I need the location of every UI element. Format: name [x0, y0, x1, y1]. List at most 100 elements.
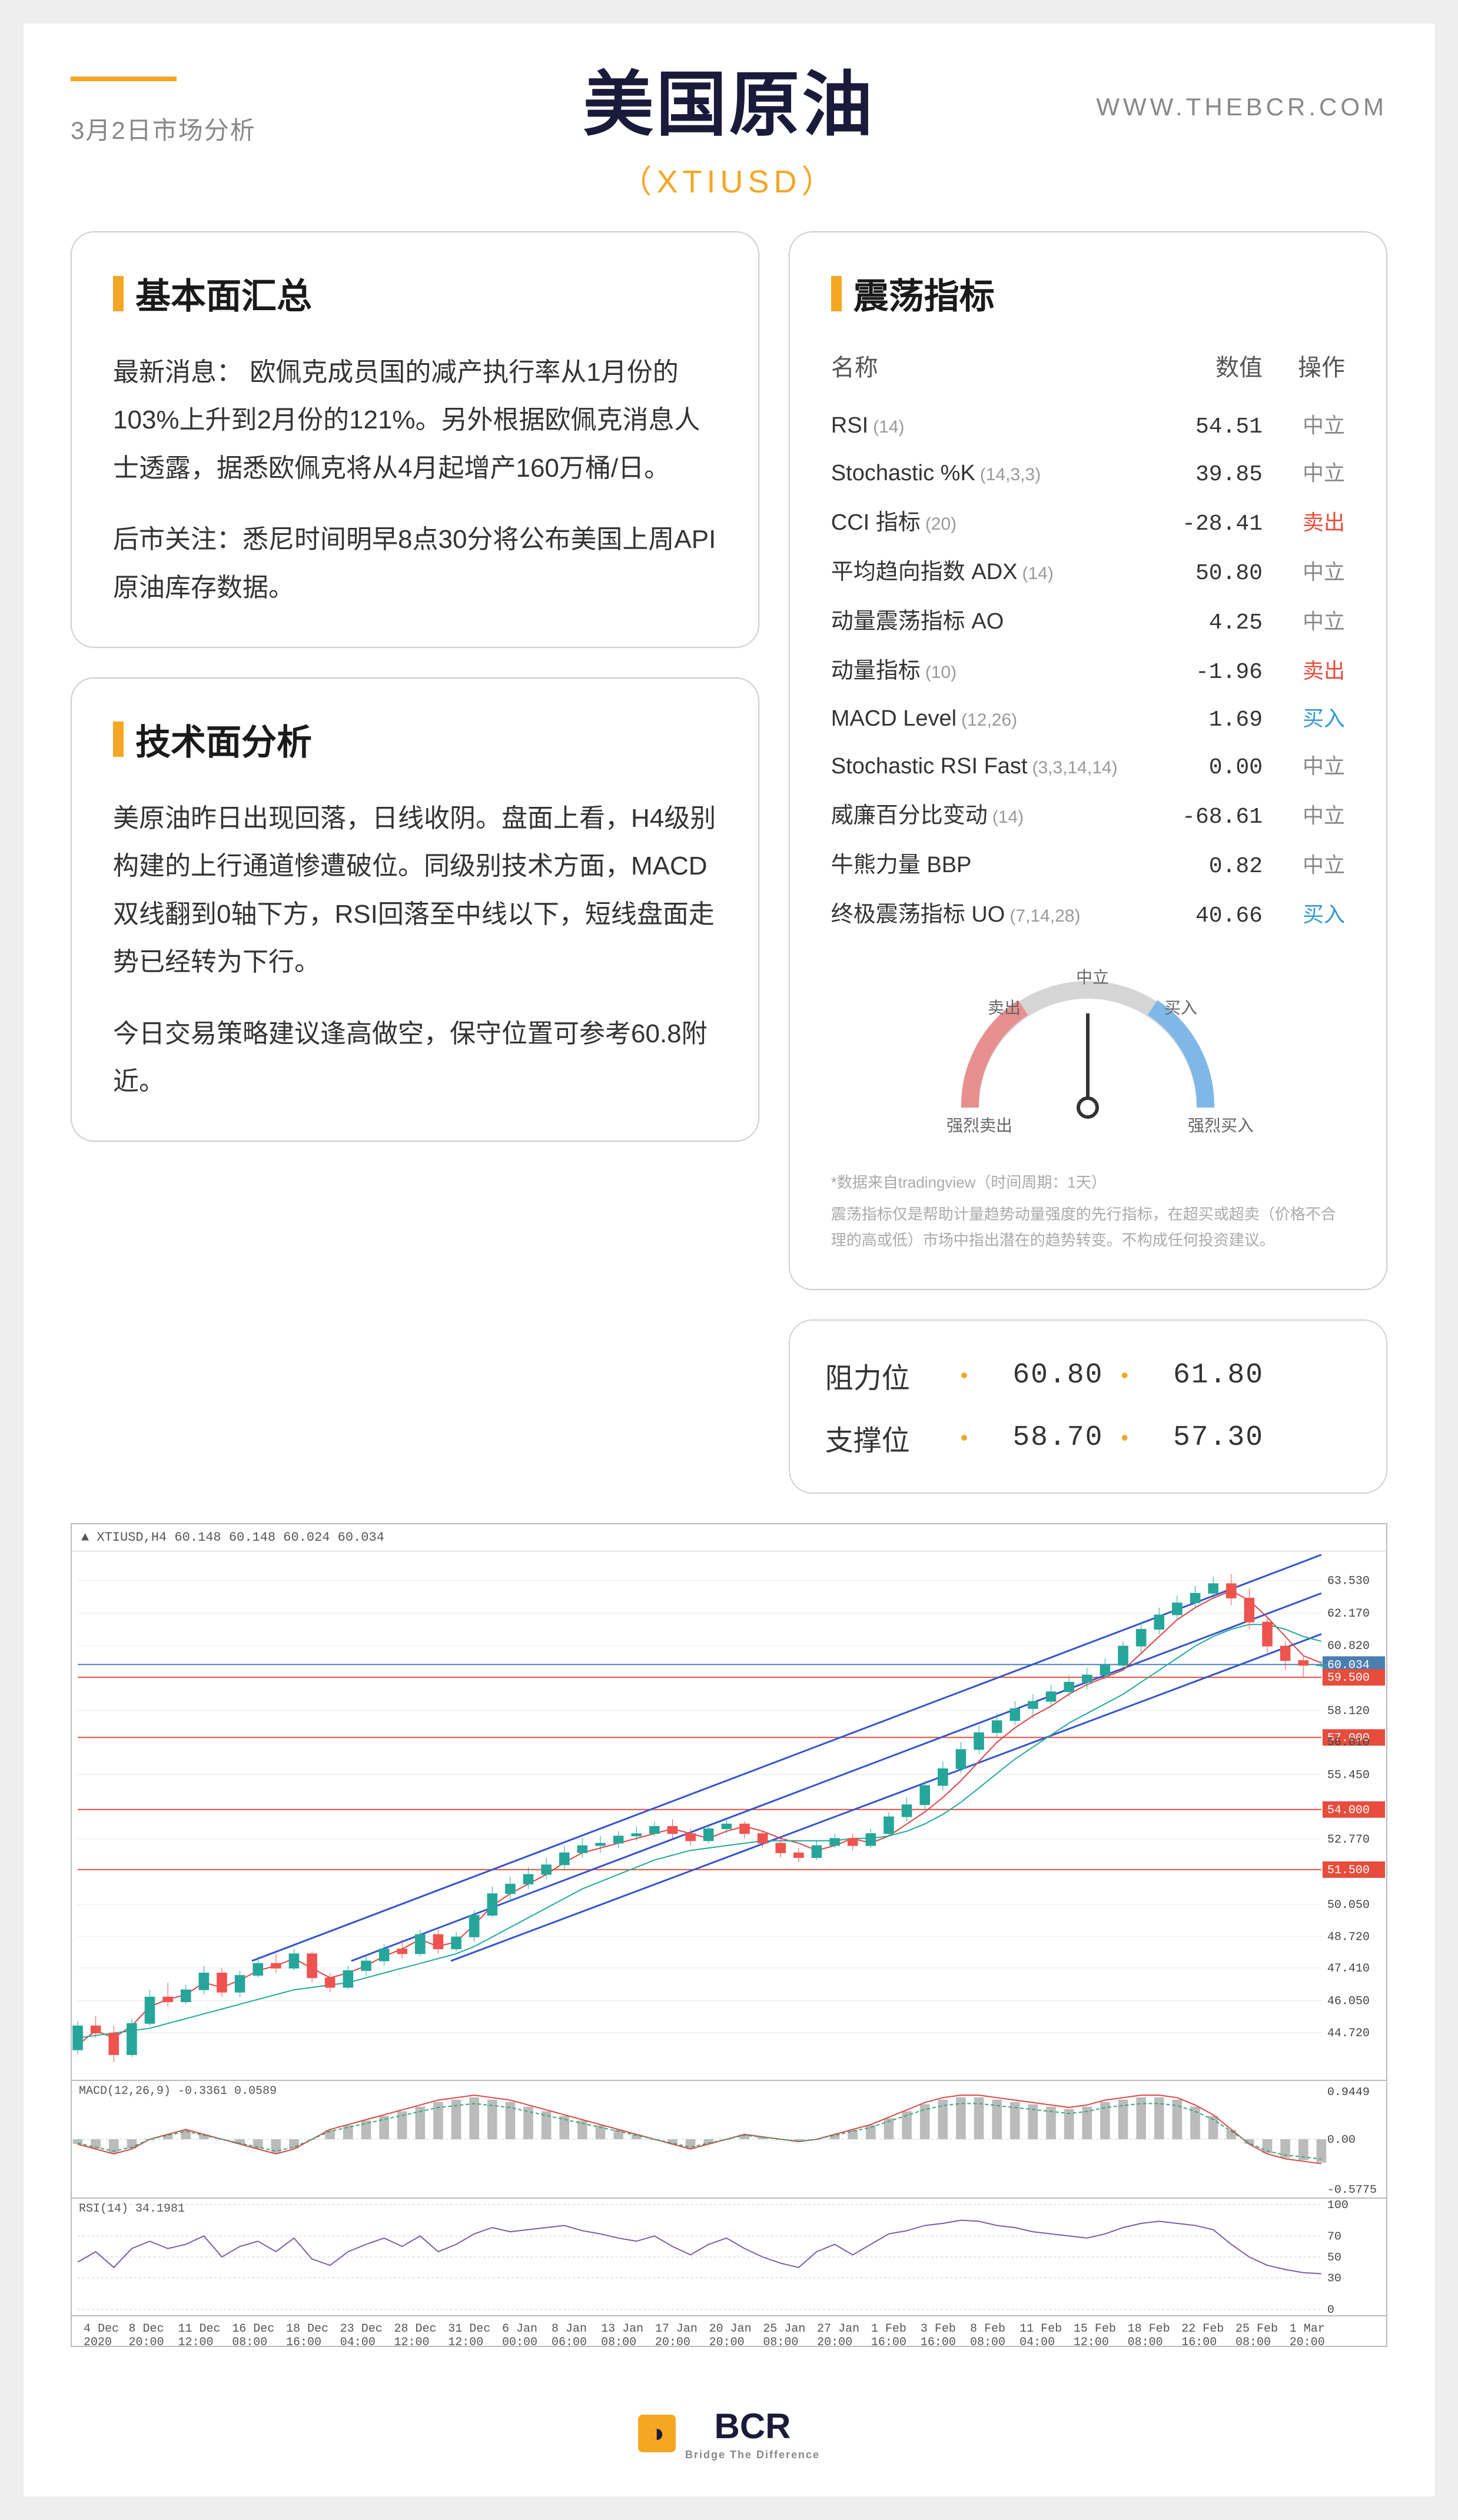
svg-text:0.9449: 0.9449: [1327, 2085, 1370, 2098]
svg-text:0: 0: [1327, 2303, 1334, 2315]
indicator-value: 0.82: [1157, 854, 1263, 879]
indicator-action: 买入: [1263, 897, 1345, 928]
indicators-table: 名称 数值 操作 RSI(14)54.51中立Stochastic %K(14,…: [831, 348, 1345, 937]
brand-logo: ◑ BCR Bridge The Difference: [638, 2406, 820, 2461]
title-accent-bar: [113, 722, 124, 757]
analysis-date: 3月2日市场分析: [71, 111, 560, 147]
indicator-name: RSI(14): [831, 413, 1157, 438]
technical-card: 技术面分析 美原油昨日出现回落，日线收阴。盘面上看，H4级别构建的上行通道惨遭破…: [71, 677, 759, 1142]
indicator-row: 动量指标(10)-1.96卖出: [831, 644, 1345, 693]
sentiment-gauge: 强烈卖出 卖出 中立 买入 强烈买入: [831, 960, 1345, 1152]
indicator-row: 平均趋向指数 ADX(14)50.80中立: [831, 545, 1345, 594]
x-tick-label: 16 Dec 08:00: [232, 2322, 286, 2346]
brand-name: BCR: [714, 2406, 791, 2446]
svg-text:59.500: 59.500: [1327, 1671, 1370, 1685]
x-tick-label: 8 Feb 08:00: [970, 2322, 1019, 2346]
resistance-2: 61.80: [1146, 1359, 1264, 1391]
x-tick-label: 17 Jan 20:00: [655, 2322, 709, 2346]
indicator-name: 动量指标(10): [831, 652, 1157, 684]
indicator-row: RSI(14)54.51中立: [831, 400, 1345, 448]
resistance-label: 阻力位: [825, 1355, 943, 1396]
x-tick-label: 22 Feb 16:00: [1181, 2322, 1236, 2346]
footer: ◑ BCR Bridge The Difference: [71, 2382, 1387, 2473]
indicator-action: 中立: [1263, 456, 1345, 487]
content-grid: 基本面汇总 最新消息： 欧佩克成员国的减产执行率从1月份的103%上升到2月份的…: [71, 231, 1387, 1494]
support-1: 58.70: [985, 1422, 1103, 1454]
svg-text:0.00: 0.00: [1327, 2133, 1356, 2146]
indicator-value: 4.25: [1157, 610, 1263, 636]
x-tick-label: 11 Feb 04:00: [1019, 2322, 1074, 2346]
svg-text:44.720: 44.720: [1327, 2026, 1370, 2040]
svg-text:-0.5775: -0.5775: [1327, 2183, 1377, 2196]
x-tick-label: 23 Dec 04:00: [340, 2322, 394, 2346]
indicator-name: 平均趋向指数 ADX(14): [831, 553, 1157, 586]
macd-chart[interactable]: MACD(12,26,9) -0.3361 0.0589 0.94490.00-…: [72, 2081, 1386, 2199]
indicator-action: 中立: [1263, 555, 1345, 586]
resistance-1: 60.80: [985, 1359, 1103, 1391]
svg-text:55.450: 55.450: [1327, 1768, 1370, 1782]
indicator-value: 1.69: [1157, 707, 1263, 733]
svg-text:63.530: 63.530: [1327, 1574, 1370, 1588]
x-tick-label: 6 Jan 00:00: [502, 2322, 552, 2346]
indicator-name: 威廉百分比变动(14): [831, 797, 1157, 829]
svg-text:买入: 买入: [1164, 999, 1197, 1017]
svg-text:58.120: 58.120: [1327, 1704, 1370, 1718]
title-accent-bar: [831, 276, 842, 311]
x-tick-label: 8 Jan 06:00: [552, 2322, 601, 2346]
indicator-row: 威廉百分比变动(14)-68.61中立: [831, 789, 1345, 838]
x-tick-label: 25 Feb 08:00: [1236, 2322, 1290, 2346]
indicator-value: 40.66: [1157, 903, 1263, 929]
x-tick-label: 8 Dec 20:00: [128, 2322, 178, 2346]
svg-text:强烈买入: 强烈买入: [1188, 1116, 1254, 1135]
svg-text:50: 50: [1327, 2250, 1341, 2264]
x-tick-label: 18 Feb 08:00: [1128, 2322, 1182, 2346]
indicator-name: 牛熊力量 BBP: [831, 846, 1157, 879]
bullet-icon: •: [1121, 1363, 1128, 1388]
technical-p2: 今日交易策略建议逢高做空，保守位置可参考60.8附近。: [113, 1010, 717, 1106]
accent-bar-left: [71, 77, 177, 81]
header: 3月2日市场分析 美国原油 （XTIUSD） WWW.THEBCR.COM: [71, 59, 1387, 208]
disclaimer-1: *数据来自tradingview（时间周期：1天）: [831, 1169, 1345, 1195]
fundamentals-card: 基本面汇总 最新消息： 欧佩克成员国的减产执行率从1月份的103%上升到2月份的…: [71, 231, 759, 648]
indicator-value: 0.00: [1157, 755, 1263, 780]
indicator-value: -28.41: [1157, 511, 1263, 537]
rsi-chart[interactable]: RSI(14) 34.1981 1007050300: [72, 2199, 1386, 2316]
main-chart[interactable]: 63.53062.17060.82060.03459.50058.12057.0…: [72, 1551, 1386, 2081]
indicator-value: -1.96: [1157, 660, 1263, 685]
logo-icon: ◑: [638, 2415, 676, 2452]
svg-text:52.770: 52.770: [1327, 1833, 1370, 1847]
resistance-row: 阻力位 • 60.80 • 61.80: [825, 1344, 1351, 1407]
oscillators-title: 震荡指标: [853, 268, 995, 319]
technical-p1: 美原油昨日出现回落，日线收阴。盘面上看，H4级别构建的上行通道惨遭破位。同级别技…: [113, 794, 717, 986]
x-tick-label: 28 Dec 12:00: [394, 2322, 448, 2346]
brand-tagline: Bridge The Difference: [685, 2449, 820, 2461]
rsi-header: RSI(14) 34.1981: [79, 2202, 185, 2216]
site-url: WWW.THEBCR.COM: [899, 93, 1388, 121]
price-chart-panel: ▲ XTIUSD,H4 60.148 60.148 60.024 60.034 …: [71, 1523, 1387, 2347]
indicator-row: Stochastic RSI Fast(3,3,14,14)0.00中立: [831, 741, 1345, 789]
indicator-action: 中立: [1263, 848, 1345, 879]
fundamentals-p1: 最新消息： 欧佩克成员国的减产执行率从1月份的103%上升到2月份的121%。另…: [113, 348, 717, 492]
support-label: 支撑位: [825, 1417, 943, 1458]
ticker-symbol: （XTIUSD）: [572, 155, 887, 202]
indicator-value: -68.61: [1157, 804, 1263, 830]
indicator-row: MACD Level(12,26)1.69买入: [831, 693, 1345, 741]
svg-text:54.000: 54.000: [1327, 1803, 1370, 1817]
bullet-icon: •: [961, 1363, 968, 1388]
chart-header: ▲ XTIUSD,H4 60.148 60.148 60.024 60.034: [72, 1524, 1386, 1551]
svg-text:60.820: 60.820: [1327, 1640, 1370, 1653]
indicator-action: 卖出: [1263, 506, 1345, 536]
fundamentals-p2: 后市关注：悉尼时间明早8点30分将公布美国上周API原油库存数据。: [113, 516, 717, 611]
technical-title: 技术面分析: [135, 714, 312, 765]
indicator-name: MACD Level(12,26): [831, 706, 1157, 732]
title-accent-bar: [113, 276, 124, 311]
x-tick-label: 27 Jan 20:00: [817, 2322, 871, 2346]
indicator-action: 卖出: [1263, 654, 1345, 684]
svg-text:46.050: 46.050: [1327, 1994, 1370, 2008]
indicator-value: 39.85: [1157, 462, 1263, 487]
svg-text:卖出: 卖出: [988, 999, 1021, 1017]
oscillators-card: 震荡指标 名称 数值 操作 RSI(14)54.51中立Stochastic %…: [789, 231, 1387, 1290]
chart-x-axis: 4 Dec 20208 Dec 20:0011 Dec 12:0016 Dec …: [72, 2316, 1386, 2346]
col-header-action: 操作: [1263, 348, 1345, 383]
indicator-action: 买入: [1263, 702, 1345, 732]
